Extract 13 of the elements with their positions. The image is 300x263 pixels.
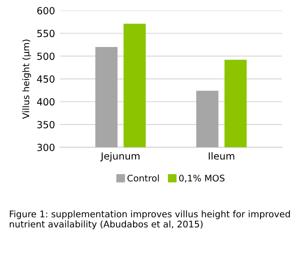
y-tick-label: 300: [37, 144, 54, 152]
legend-label: 0,1% MOS: [179, 174, 224, 182]
y-tick-label: 400: [37, 98, 54, 106]
y-tick-label: 450: [37, 75, 54, 83]
y-tick-label: 600: [37, 7, 54, 14]
y-tick-label: 350: [37, 120, 54, 128]
y-axis-title: Villus height (µm): [22, 40, 32, 119]
legend-label: Control: [127, 174, 159, 182]
y-tick-label: 550: [37, 30, 54, 38]
y-tick-label: 500: [37, 52, 54, 60]
caption: Figure 1: supplementation improves villus height for improved nutrient availability (Abudabos et al, 2015): [10, 210, 290, 230]
x-tick-label: Ileum: [208, 152, 234, 160]
x-tick-label: Jejunum: [100, 152, 140, 162]
